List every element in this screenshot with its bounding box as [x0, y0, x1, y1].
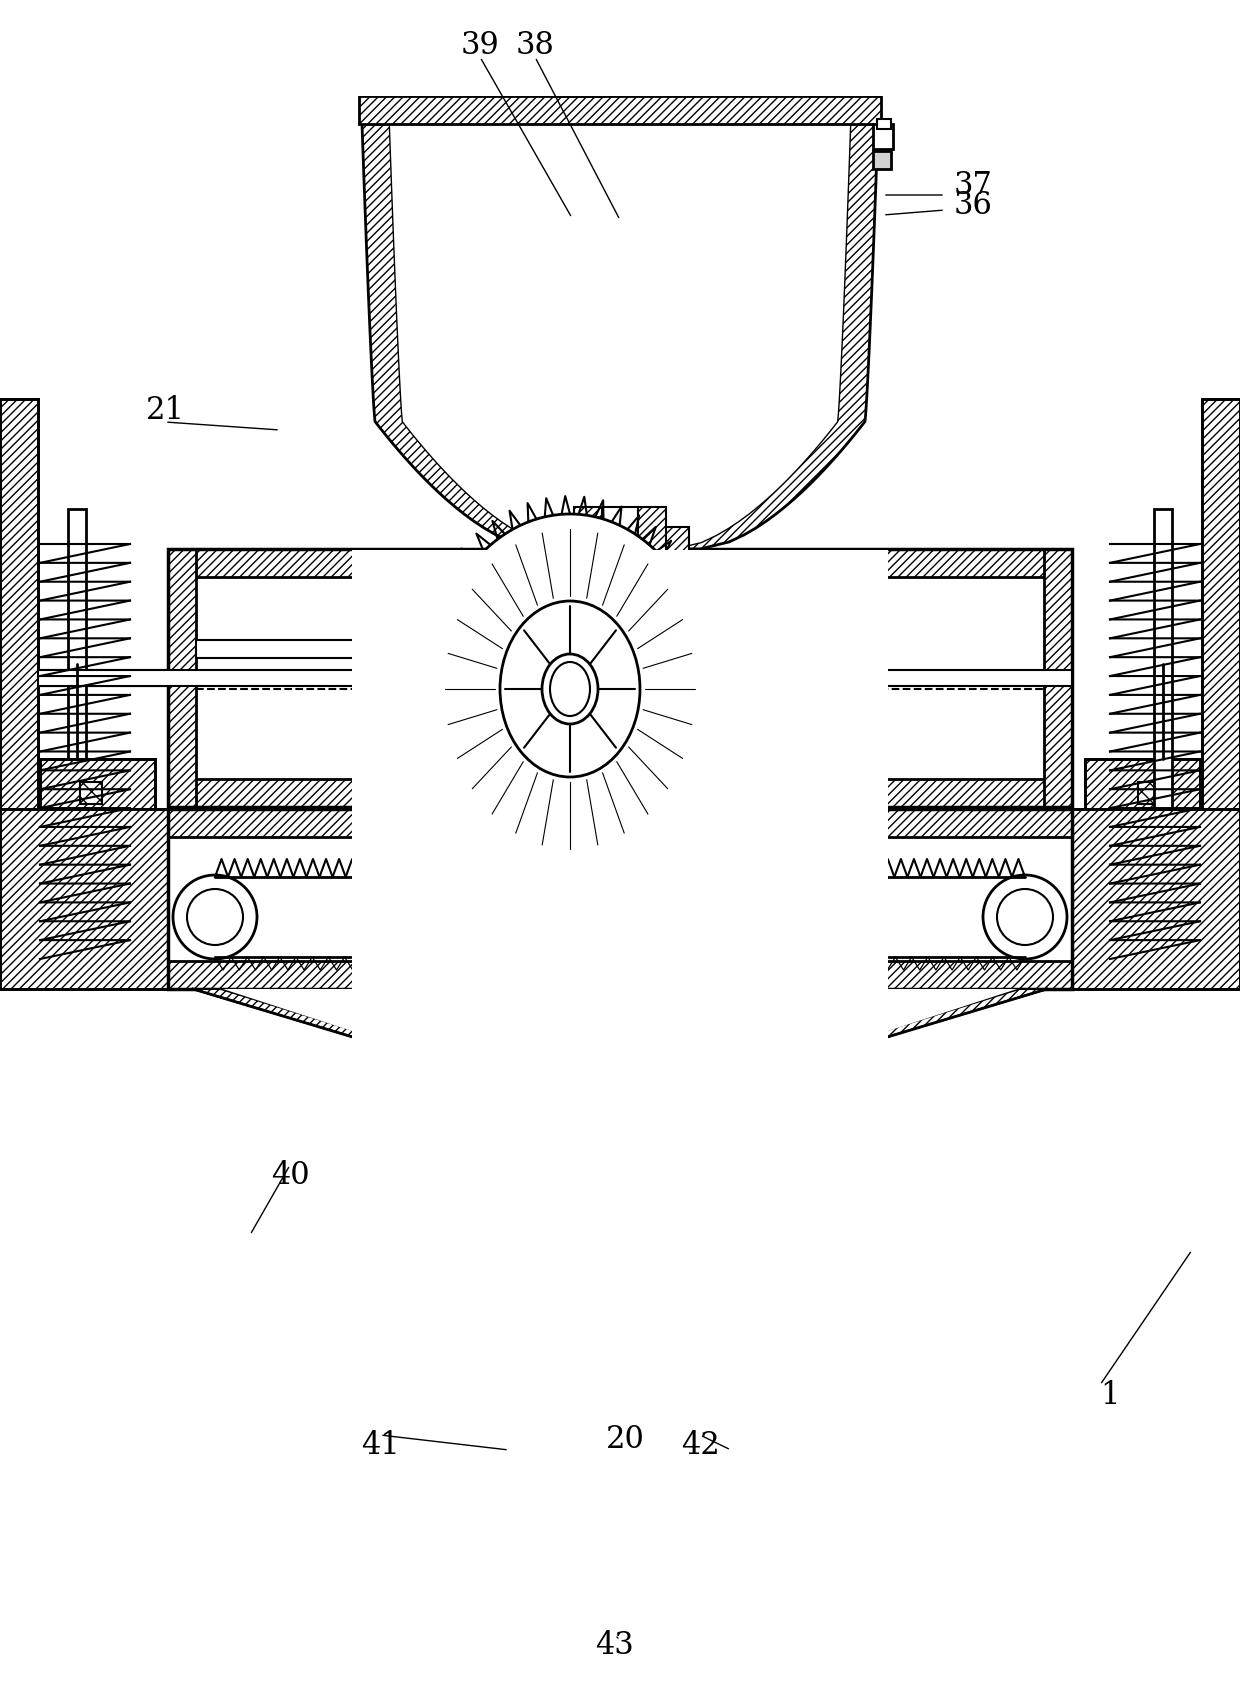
Bar [1073, 809, 1240, 990]
Bar [1138, 782, 1159, 804]
Bar [552, 68, 604, 96]
Bar [81, 812, 102, 834]
Ellipse shape [542, 654, 598, 725]
Bar [352, 551, 888, 1689]
Bar [167, 809, 1073, 838]
Polygon shape [362, 123, 568, 549]
Circle shape [792, 622, 848, 677]
Polygon shape [713, 990, 1047, 1084]
Bar [1085, 758, 1200, 850]
Bar [1202, 399, 1240, 860]
Text: 36: 36 [954, 189, 992, 221]
Bar [81, 782, 102, 804]
Circle shape [810, 638, 830, 659]
Circle shape [983, 875, 1066, 959]
Ellipse shape [500, 601, 640, 777]
Circle shape [780, 610, 861, 689]
Bar [559, 73, 596, 91]
Bar [1154, 508, 1172, 969]
Circle shape [174, 875, 257, 959]
Text: 43: 43 [595, 1630, 635, 1660]
Bar [720, 1084, 742, 1115]
Bar [877, 118, 892, 128]
Bar [496, 1115, 744, 1383]
Bar [40, 758, 155, 850]
Bar [0, 809, 167, 990]
Bar [723, 1088, 739, 1111]
Text: 40: 40 [270, 1160, 309, 1191]
Bar [196, 640, 536, 659]
Text: 42: 42 [681, 1429, 719, 1461]
Text: 21: 21 [145, 395, 185, 426]
Bar [536, 640, 780, 659]
Polygon shape [672, 123, 878, 549]
Text: 41: 41 [361, 1429, 399, 1461]
Bar [601, 507, 639, 588]
Ellipse shape [551, 662, 590, 716]
Text: 38: 38 [516, 29, 554, 61]
Bar [0, 399, 38, 860]
Bar [167, 961, 1073, 990]
Bar [167, 549, 1073, 578]
Circle shape [997, 888, 1053, 946]
Bar [38, 671, 1073, 686]
Circle shape [802, 632, 838, 667]
Polygon shape [193, 990, 527, 1084]
Bar [167, 779, 1073, 807]
Bar [1138, 812, 1159, 834]
Bar [1073, 809, 1240, 990]
Bar [494, 991, 751, 1018]
Bar [68, 508, 86, 969]
Bar [167, 549, 1073, 807]
Bar [574, 507, 601, 588]
Bar [1085, 758, 1200, 850]
Bar [639, 507, 666, 588]
Bar [40, 758, 155, 850]
Bar [40, 671, 167, 686]
Bar [661, 527, 689, 578]
Polygon shape [391, 123, 849, 549]
Bar [167, 809, 1073, 990]
Text: 1: 1 [1100, 1380, 1120, 1410]
Text: 37: 37 [954, 169, 992, 201]
Bar [873, 150, 892, 169]
Bar [498, 1084, 520, 1115]
Bar [1044, 549, 1073, 807]
Bar [503, 1121, 737, 1377]
Text: 39: 39 [460, 29, 500, 61]
Bar [348, 0, 892, 96]
Bar [0, 809, 167, 990]
Bar [0, 399, 38, 860]
Circle shape [187, 888, 243, 946]
Ellipse shape [430, 513, 711, 865]
Text: 20: 20 [605, 1424, 645, 1456]
Bar [360, 96, 880, 123]
Bar [873, 123, 893, 149]
Bar [167, 549, 196, 807]
Polygon shape [223, 990, 1017, 1083]
Bar [551, 527, 579, 578]
Bar [501, 1088, 517, 1111]
Bar [1202, 399, 1240, 860]
